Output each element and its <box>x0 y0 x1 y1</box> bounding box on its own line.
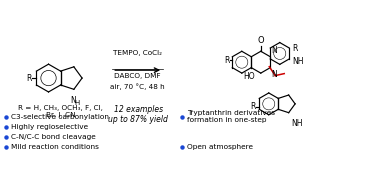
Text: R: R <box>224 56 229 65</box>
Text: NH: NH <box>292 119 303 128</box>
Text: Mild reaction conditions: Mild reaction conditions <box>11 144 99 149</box>
Text: R = H, CH₃, OCH₃, F, Cl,
Br, I, CN: R = H, CH₃, OCH₃, F, Cl, Br, I, CN <box>18 105 103 118</box>
Text: Tryptanthrin derivatives
formation in one-step: Tryptanthrin derivatives formation in on… <box>187 110 275 123</box>
Text: air, 70 °C, 48 h: air, 70 °C, 48 h <box>110 83 165 90</box>
Text: C3-selective carbonylation: C3-selective carbonylation <box>11 114 108 120</box>
Text: NH: NH <box>292 57 304 66</box>
Text: R: R <box>26 74 31 83</box>
Text: HO: HO <box>243 72 255 81</box>
Text: H: H <box>74 100 79 106</box>
Text: DABCO, DMF: DABCO, DMF <box>115 73 161 79</box>
Text: 12 examples
up to 87% yield: 12 examples up to 87% yield <box>108 105 168 124</box>
Text: R: R <box>292 44 297 53</box>
Text: O: O <box>257 36 264 45</box>
Text: N: N <box>271 46 277 55</box>
Text: N: N <box>271 70 277 79</box>
Text: C-N/C-C bond cleavage: C-N/C-C bond cleavage <box>11 134 95 140</box>
Text: N: N <box>70 96 76 105</box>
Text: Highly regioselective: Highly regioselective <box>11 124 88 130</box>
Text: TEMPO, CoCl₂: TEMPO, CoCl₂ <box>113 50 162 56</box>
Text: R: R <box>250 102 255 111</box>
Text: Open atmosphere: Open atmosphere <box>187 144 253 149</box>
